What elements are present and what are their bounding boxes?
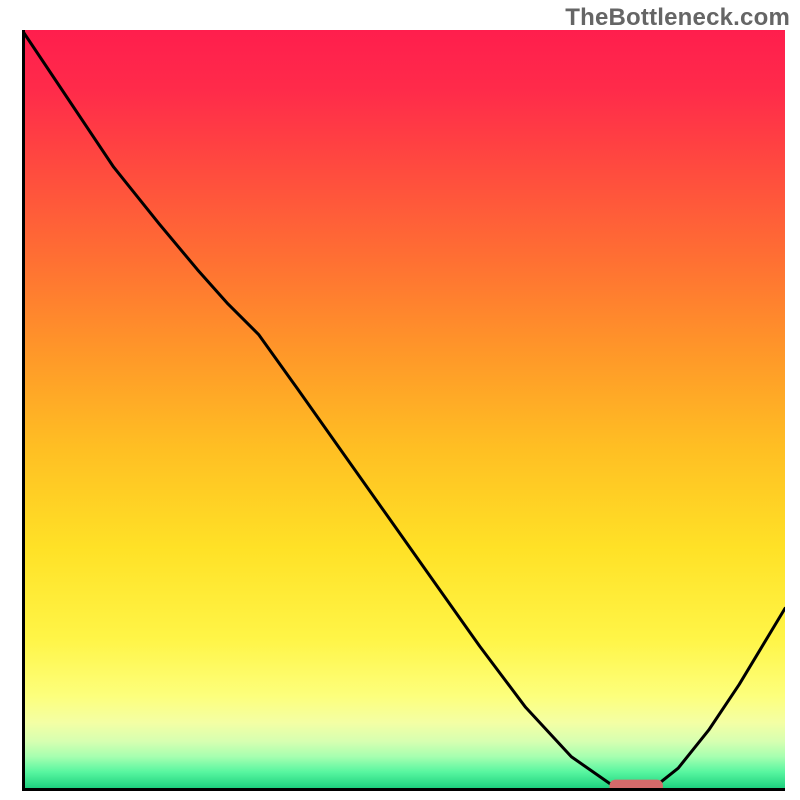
chart-root: TheBottleneck.com (0, 0, 800, 800)
watermark-text: TheBottleneck.com (565, 4, 790, 32)
gradient-background (22, 30, 785, 791)
chart-svg (22, 30, 785, 791)
chart-plot-area (22, 30, 785, 791)
